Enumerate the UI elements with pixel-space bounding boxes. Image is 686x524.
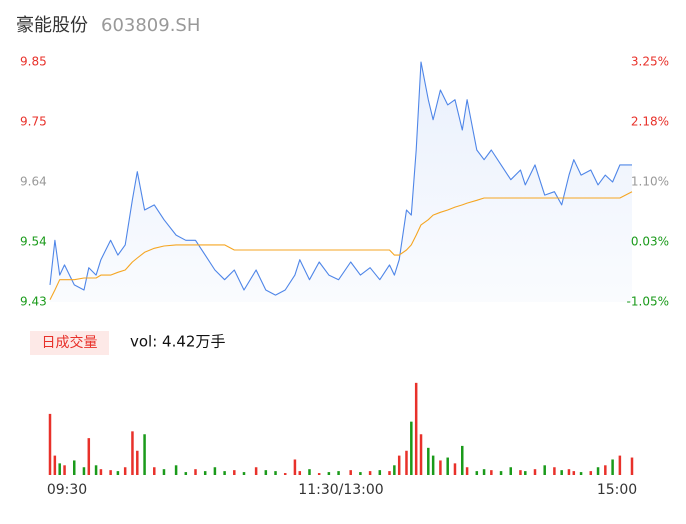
volume-bar — [73, 460, 76, 475]
volume-bar — [242, 472, 246, 475]
volume-bar — [465, 467, 469, 475]
volume-bar — [630, 457, 634, 475]
volume-bar — [519, 470, 522, 475]
volume-bar — [308, 469, 311, 475]
y-tick-label: 9.75 — [20, 115, 47, 129]
volume-bar — [213, 467, 217, 475]
volume-bar — [499, 471, 503, 475]
volume-bar — [388, 471, 391, 475]
volume-bar — [274, 471, 277, 475]
volume-bar — [337, 471, 340, 475]
volume-bar — [99, 469, 103, 475]
volume-bar — [162, 469, 166, 475]
volume-bar — [368, 471, 372, 475]
stock-code: 603809.SH — [101, 15, 200, 36]
volume-bar — [298, 471, 302, 475]
volume-bar — [378, 470, 382, 475]
volume-bar — [509, 467, 512, 475]
volume-bar — [223, 471, 226, 475]
volume-label: 日成交量 — [42, 334, 98, 351]
volume-bar — [604, 465, 607, 475]
volume-bar — [427, 447, 430, 475]
volume-bar — [419, 434, 423, 475]
volume-bar — [410, 421, 413, 475]
volume-bar — [53, 455, 57, 475]
stock-name: 豪能股份 — [16, 15, 88, 36]
y-tick-label: 9.64 — [20, 175, 47, 189]
volume-bar — [254, 467, 258, 475]
y2-tick-label: 2.18% — [631, 115, 669, 129]
volume-bar — [393, 465, 396, 475]
volume-bar — [131, 431, 134, 475]
volume-bar — [482, 469, 486, 475]
volume-bar — [567, 469, 571, 475]
volume-bar — [611, 459, 614, 475]
volume-bar — [431, 455, 435, 475]
volume-bar — [475, 471, 479, 475]
volume-bar — [233, 470, 236, 475]
volume-bar — [553, 467, 556, 475]
y2-tick-label: 1.10% — [631, 175, 669, 189]
volume-bar — [153, 467, 156, 475]
y2-tick-label: -1.05% — [627, 295, 669, 309]
x-tick-label: 09:30 — [47, 482, 87, 498]
volume-bar — [63, 465, 66, 475]
volume-bar — [264, 470, 268, 475]
volume-bar — [123, 467, 127, 475]
volume-bar — [533, 469, 537, 475]
volume-bar — [283, 473, 287, 475]
volume-bar — [414, 382, 418, 475]
volume-bar — [184, 472, 188, 475]
volume-bar — [327, 472, 331, 475]
volume-bar — [446, 457, 449, 475]
volume-bar — [359, 472, 362, 475]
price-line — [49, 61, 632, 296]
volume-bar — [349, 470, 352, 475]
volume-bar — [572, 471, 576, 475]
average-line — [49, 191, 633, 300]
volume-label-bg — [30, 331, 109, 355]
volume-bar — [109, 470, 112, 475]
volume-bar — [143, 434, 146, 475]
y2-tick-label: 0.03% — [631, 235, 669, 249]
volume-bar — [94, 465, 98, 475]
volume-bar — [524, 471, 527, 475]
volume-bar — [405, 450, 408, 475]
volume-bar — [203, 471, 207, 475]
volume-bar — [194, 469, 197, 475]
volume-bar — [560, 470, 563, 475]
volume-bar — [174, 465, 178, 475]
volume-bar — [397, 455, 401, 475]
volume-bar — [596, 467, 600, 475]
price-area — [50, 62, 632, 302]
volume-bar — [439, 460, 442, 475]
x-tick-label: 15:00 — [597, 482, 637, 498]
volume-bar — [543, 465, 546, 475]
volume-bar — [618, 455, 622, 475]
volume-bar — [293, 459, 297, 475]
x-tick-label: 11:30/13:00 — [298, 482, 383, 498]
y-tick-label: 9.85 — [20, 55, 47, 69]
y-tick-label: 9.43 — [20, 295, 47, 309]
volume-bar — [453, 463, 457, 475]
y-tick-label: 9.54 — [20, 235, 47, 249]
volume-bar — [136, 450, 139, 475]
volume-bar — [490, 470, 493, 475]
volume-bar — [116, 471, 120, 475]
volume-bar — [461, 445, 464, 475]
y2-tick-label: 3.25% — [631, 55, 669, 69]
volume-total: vol: 4.42万手 — [130, 333, 225, 351]
volume-bar — [317, 473, 321, 475]
volume-bar — [589, 471, 593, 475]
volume-bar — [58, 463, 61, 475]
volume-bar — [579, 472, 583, 475]
volume-bar — [87, 438, 91, 475]
volume-bar — [48, 413, 52, 475]
volume-bar — [82, 467, 86, 475]
